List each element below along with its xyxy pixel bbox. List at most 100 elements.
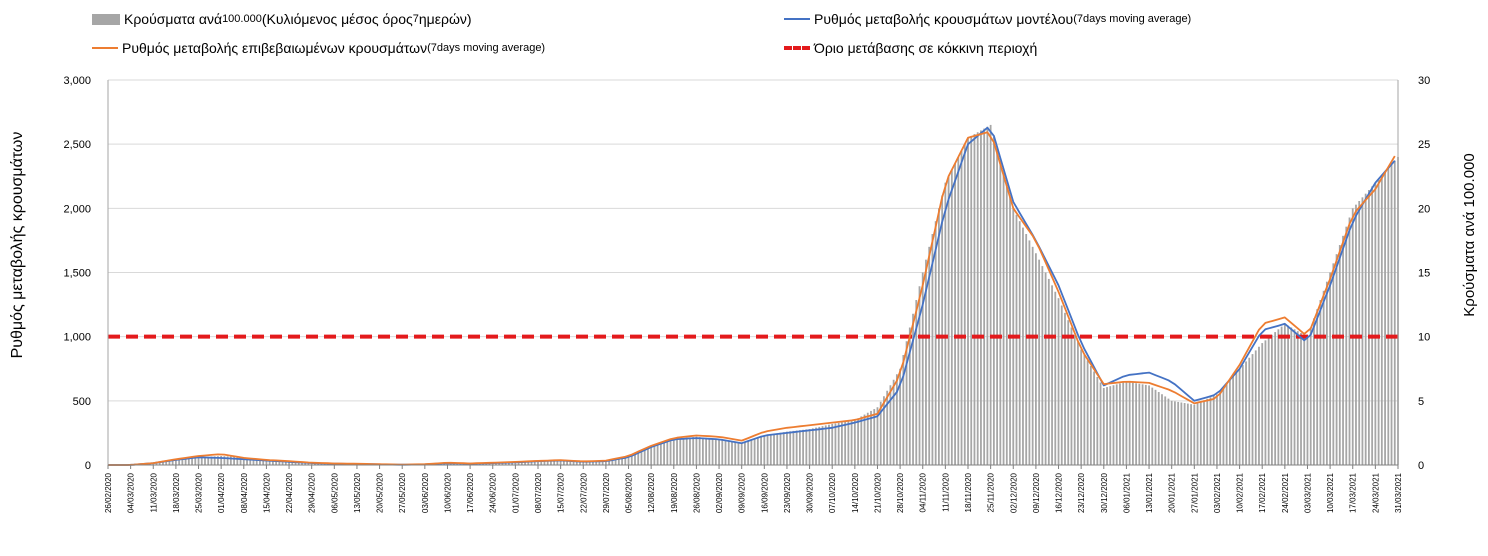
cases-bar (831, 423, 834, 465)
cases-bar (1271, 334, 1273, 465)
x-tick-label: 31/03/2021 (1394, 472, 1403, 513)
cases-bar (892, 379, 895, 465)
cases-bar (1283, 323, 1286, 465)
legend-bars-end: ημερών) (418, 11, 472, 27)
cases-bar (850, 420, 853, 465)
cases-bar (446, 463, 449, 465)
cases-bar (592, 461, 594, 465)
cases-bar (291, 461, 294, 465)
cases-bar (1031, 246, 1034, 465)
x-tick-label: 03/03/2021 (1303, 472, 1312, 513)
cases-bar (895, 374, 898, 465)
cases-bar (663, 442, 665, 465)
y-right-tick-label: 10 (1418, 332, 1430, 344)
cases-bar (1248, 357, 1251, 465)
cases-bar (1267, 337, 1270, 465)
x-tick-label: 06/05/2020 (330, 472, 339, 513)
cases-bar (773, 433, 775, 465)
cases-bar (1096, 377, 1099, 465)
cases-bar (769, 434, 772, 465)
cases-bar (229, 456, 232, 465)
cases-bar (1051, 285, 1053, 465)
legend-confirmed: Ρυθμός μεταβολής επιβεβαιωμένων κρουσμάτ… (92, 40, 545, 56)
legend-bars-label: Κρούσματα ανά (124, 11, 223, 27)
cases-bar (873, 409, 876, 465)
cases-bar (514, 462, 517, 465)
cases-bar (844, 421, 847, 465)
x-tick-label: 02/09/2020 (715, 472, 724, 513)
cases-bar (1261, 343, 1264, 465)
cases-bar (692, 437, 695, 465)
cases-bar (1374, 182, 1377, 465)
cases-bar (223, 456, 226, 465)
cases-bar (1235, 372, 1238, 465)
cases-bar (268, 460, 271, 465)
cases-bar (566, 461, 568, 465)
cases-bar (818, 426, 821, 465)
axes (107, 80, 1399, 469)
cases-bar (504, 462, 507, 465)
cases-bar (973, 134, 976, 466)
x-tick-label: 23/09/2020 (783, 472, 792, 513)
cases-bar (970, 135, 973, 465)
cases-bar (967, 137, 969, 465)
cases-bar (756, 437, 759, 465)
cases-bar (941, 195, 944, 465)
bar-series (132, 124, 1399, 466)
cases-bar (178, 459, 181, 465)
legend-blue-swatch (784, 18, 810, 20)
cases-bar (297, 461, 300, 465)
cases-bar (747, 440, 750, 465)
cases-bar (1161, 394, 1163, 465)
legend-model-label: Ρυθμός μεταβολής κρουσμάτων μοντέλου (814, 11, 1074, 27)
cases-bar (498, 463, 501, 465)
cases-bar (217, 456, 219, 465)
cases-bar (1264, 340, 1267, 465)
cases-bar (647, 448, 649, 465)
x-tick-label: 27/05/2020 (398, 472, 407, 513)
cases-bar (879, 401, 882, 465)
cases-bar (1180, 402, 1183, 465)
cases-bar (1345, 226, 1348, 465)
cases-bar (1319, 300, 1322, 465)
cases-bar (766, 434, 769, 465)
cases-bar (598, 461, 601, 465)
x-tick-label: 08/07/2020 (534, 472, 543, 513)
cases-bar (1371, 186, 1374, 466)
cases-bar (634, 453, 636, 465)
x-tick-label: 09/09/2020 (738, 472, 747, 513)
y-axis-right-title: Κρούσματα ανά 100.000 (1461, 153, 1478, 316)
x-tick-label: 08/04/2020 (240, 472, 249, 513)
x-tick-label: 29/04/2020 (308, 472, 317, 513)
cases-bar (1025, 234, 1028, 465)
x-tick-label: 13/05/2020 (353, 472, 362, 513)
cases-bar (181, 459, 184, 465)
cases-bar (579, 462, 581, 465)
x-tick-label: 09/12/2020 (1032, 472, 1041, 513)
cases-bar (1044, 272, 1047, 465)
cases-bar (242, 457, 245, 465)
x-tick-label: 26/08/2020 (692, 472, 701, 513)
x-tick-label: 07/10/2020 (828, 472, 837, 513)
x-tick-label: 28/10/2020 (896, 472, 905, 513)
x-tick-label: 23/12/2020 (1077, 472, 1086, 513)
cases-bar (1222, 387, 1225, 465)
cases-bar (533, 461, 536, 465)
cases-bar (718, 439, 720, 465)
cases-bar (1251, 354, 1254, 465)
cases-bar (575, 462, 578, 465)
cases-bar (482, 463, 484, 465)
cases-bar (870, 410, 872, 465)
legend-confirmed-label: Ρυθμός μεταβολής επιβεβαιωμένων κρουσμάτ… (122, 40, 428, 56)
cases-bar (1054, 291, 1057, 465)
cases-bar (828, 424, 830, 465)
cases-bar (259, 459, 261, 465)
cases-bar (611, 459, 614, 465)
cases-bar (1380, 175, 1383, 466)
cases-bar (1083, 355, 1086, 465)
cases-bar (724, 440, 727, 465)
cases-bar (637, 452, 640, 465)
y-right-tick-label: 15 (1418, 268, 1430, 280)
cases-bar (669, 440, 672, 465)
cases-bar (1390, 164, 1393, 466)
